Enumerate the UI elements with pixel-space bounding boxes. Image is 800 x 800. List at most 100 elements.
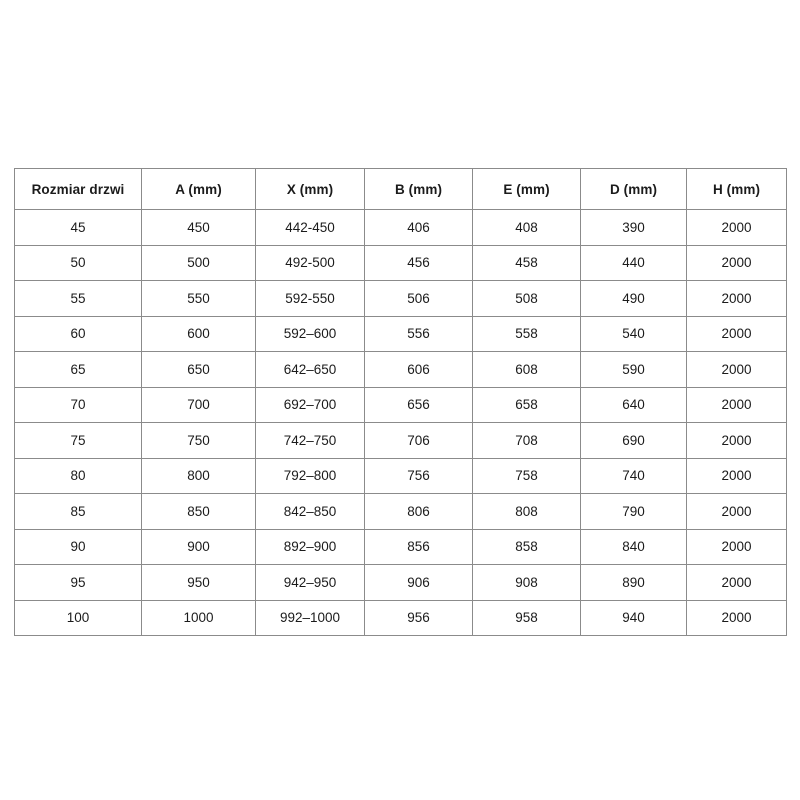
table-cell: 2000: [686, 315, 787, 352]
table-cell: 390: [580, 209, 687, 246]
table-cell: 2000: [686, 457, 787, 494]
table-cell: 508: [472, 280, 581, 317]
table-cell: 440: [580, 244, 687, 281]
table-cell: 806: [364, 493, 473, 530]
table-cell: 858: [472, 528, 581, 565]
table-cell: 442-450: [255, 209, 365, 246]
column-header: H (mm): [686, 168, 787, 210]
table-cell: 890: [580, 564, 687, 601]
table-row: 90 900 892–900 856 858 840 2000: [14, 528, 787, 565]
table-cell: 590: [580, 351, 687, 388]
table-cell: 956: [364, 599, 473, 636]
table-cell: 558: [472, 315, 581, 352]
table-cell: 850: [141, 493, 256, 530]
table-cell: 2000: [686, 386, 787, 423]
column-header: Rozmiar drzwi: [14, 168, 142, 210]
table-cell: 1000: [141, 599, 256, 636]
table-cell: 608: [472, 351, 581, 388]
table-cell: 592–600: [255, 315, 365, 352]
table-cell: 708: [472, 422, 581, 459]
door-size-specification-table: Rozmiar drzwi A (mm) X (mm) B (mm) E (mm) D (…: [14, 168, 787, 636]
table-cell: 642–650: [255, 351, 365, 388]
table-cell: 900: [141, 528, 256, 565]
table-cell: 2000: [686, 599, 787, 636]
table-cell: 65: [14, 351, 142, 388]
table-cell: 70: [14, 386, 142, 423]
table-cell: 450: [141, 209, 256, 246]
table-cell: 756: [364, 457, 473, 494]
table-cell: 408: [472, 209, 581, 246]
column-header: A (mm): [141, 168, 256, 210]
table-cell: 692–700: [255, 386, 365, 423]
table-row: 55 550 592-550 506 508 490 2000: [14, 280, 787, 317]
table-row: 70 700 692–700 656 658 640 2000: [14, 386, 787, 423]
table-cell: 506: [364, 280, 473, 317]
table-row: 60 600 592–600 556 558 540 2000: [14, 315, 787, 352]
table-cell: 456: [364, 244, 473, 281]
table-cell: 490: [580, 280, 687, 317]
table-cell: 2000: [686, 528, 787, 565]
table-cell: 492-500: [255, 244, 365, 281]
table-cell: 85: [14, 493, 142, 530]
table-cell: 792–800: [255, 457, 365, 494]
table-cell: 55: [14, 280, 142, 317]
table-cell: 992–1000: [255, 599, 365, 636]
table-cell: 540: [580, 315, 687, 352]
table-cell: 2000: [686, 493, 787, 530]
table-cell: 606: [364, 351, 473, 388]
table-cell: 808: [472, 493, 581, 530]
table-cell: 908: [472, 564, 581, 601]
table-cell: 690: [580, 422, 687, 459]
table-cell: 740: [580, 457, 687, 494]
table-row: 45 450 442-450 406 408 390 2000: [14, 209, 787, 246]
table-row: 65 650 642–650 606 608 590 2000: [14, 351, 787, 388]
table-cell: 406: [364, 209, 473, 246]
table-cell: 640: [580, 386, 687, 423]
table-cell: 2000: [686, 564, 787, 601]
table-cell: 500: [141, 244, 256, 281]
table-cell: 2000: [686, 280, 787, 317]
column-header: B (mm): [364, 168, 473, 210]
table-cell: 60: [14, 315, 142, 352]
table-cell: 2000: [686, 351, 787, 388]
table-header: Rozmiar drzwi A (mm) X (mm) B (mm) E (mm) D (…: [14, 168, 787, 210]
column-header: X (mm): [255, 168, 365, 210]
table-cell: 842–850: [255, 493, 365, 530]
table-cell: 45: [14, 209, 142, 246]
table-cell: 750: [141, 422, 256, 459]
table-cell: 700: [141, 386, 256, 423]
table-cell: 458: [472, 244, 581, 281]
table-cell: 906: [364, 564, 473, 601]
table-cell: 650: [141, 351, 256, 388]
column-header: E (mm): [472, 168, 581, 210]
table-cell: 2000: [686, 244, 787, 281]
table-cell: 556: [364, 315, 473, 352]
table-row: 80 800 792–800 756 758 740 2000: [14, 457, 787, 494]
column-header: D (mm): [580, 168, 687, 210]
table-cell: 790: [580, 493, 687, 530]
table-cell: 958: [472, 599, 581, 636]
table-cell: 80: [14, 457, 142, 494]
table-row: 95 950 942–950 906 908 890 2000: [14, 564, 787, 601]
table-cell: 742–750: [255, 422, 365, 459]
table-cell: 758: [472, 457, 581, 494]
table-cell: 600: [141, 315, 256, 352]
door-size-specification-table-container: Rozmiar drzwi A (mm) X (mm) B (mm) E (mm) D (…: [14, 168, 787, 636]
table-cell: 658: [472, 386, 581, 423]
table-cell: 2000: [686, 422, 787, 459]
table-cell: 892–900: [255, 528, 365, 565]
table-cell: 95: [14, 564, 142, 601]
table-cell: 856: [364, 528, 473, 565]
table-row: 85 850 842–850 806 808 790 2000: [14, 493, 787, 530]
table-row: 100 1000 992–1000 956 958 940 2000: [14, 599, 787, 636]
table-cell: 940: [580, 599, 687, 636]
table-cell: 592-550: [255, 280, 365, 317]
table-header-row: Rozmiar drzwi A (mm) X (mm) B (mm) E (mm) D (…: [14, 168, 787, 210]
table-row: 50 500 492-500 456 458 440 2000: [14, 244, 787, 281]
table-cell: 50: [14, 244, 142, 281]
table-cell: 90: [14, 528, 142, 565]
table-cell: 550: [141, 280, 256, 317]
table-cell: 656: [364, 386, 473, 423]
table-cell: 75: [14, 422, 142, 459]
